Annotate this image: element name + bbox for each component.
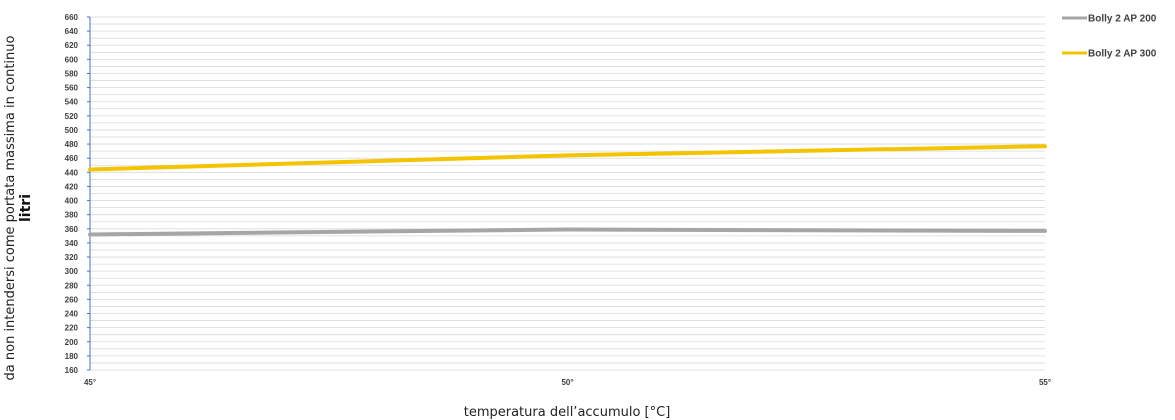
series-lines [88, 144, 1047, 237]
y-tick-label: 440 [65, 168, 79, 177]
y-tick-label: 580 [65, 69, 79, 78]
x-tick-label: 50° [561, 378, 573, 387]
legend: Bolly 2 AP 200 Bolly 2 AP 300 [1062, 14, 1157, 60]
x-tick-label: 45° [84, 378, 96, 387]
y-tick-label: 560 [65, 84, 79, 93]
series-line [88, 227, 1047, 237]
y-tick-label: 160 [65, 366, 79, 375]
y-axis-title-group: litri [18, 194, 34, 222]
y-tick-label: 300 [65, 267, 79, 276]
y-tick-label: 460 [65, 154, 79, 163]
y-tick-label: 420 [65, 182, 79, 191]
y-tick-label: 240 [65, 310, 79, 319]
y-tick-label: 520 [65, 112, 79, 121]
y-tick-label: 660 [65, 13, 79, 22]
y-tick-label: 320 [65, 253, 79, 262]
y-axis-subtitle: da non intendersi come portata massima i… [3, 35, 18, 380]
series-line [88, 144, 1047, 172]
y-tick-label: 360 [65, 225, 79, 234]
y-tick-label: 280 [65, 281, 79, 290]
y-tick-label: 380 [65, 211, 79, 220]
y-tick-label: 200 [65, 338, 79, 347]
y-tick-label: 220 [65, 324, 79, 333]
x-tick-label: 55° [1039, 378, 1051, 387]
gridlines [90, 16, 1045, 371]
y-axis-subtitle-group: da non intendersi come portata massima i… [3, 35, 18, 380]
y-tick-label: 260 [65, 295, 79, 304]
y-tick-label: 500 [65, 126, 79, 135]
y-tick-label: 340 [65, 239, 79, 248]
y-axis-title-bold: litri [18, 194, 34, 222]
y-tick-label: 400 [65, 197, 79, 206]
x-axis: 45° 50° 55° [84, 378, 1051, 387]
x-axis-title: temperatura dell’accumulo [°C] [464, 405, 671, 420]
legend-label: Bolly 2 AP 200 [1088, 14, 1157, 25]
legend-label: Bolly 2 AP 300 [1088, 49, 1157, 60]
y-tick-label: 540 [65, 98, 79, 107]
y-tick-label: 640 [65, 27, 79, 36]
y-tick-label: 600 [65, 55, 79, 64]
y-tick-label: 180 [65, 352, 79, 361]
y-axis: 160 180 200 220 240 260 280 300 320 340 360 380 400 4… [65, 13, 91, 375]
y-tick-label: 620 [65, 41, 79, 50]
y-tick-label: 480 [65, 140, 79, 149]
